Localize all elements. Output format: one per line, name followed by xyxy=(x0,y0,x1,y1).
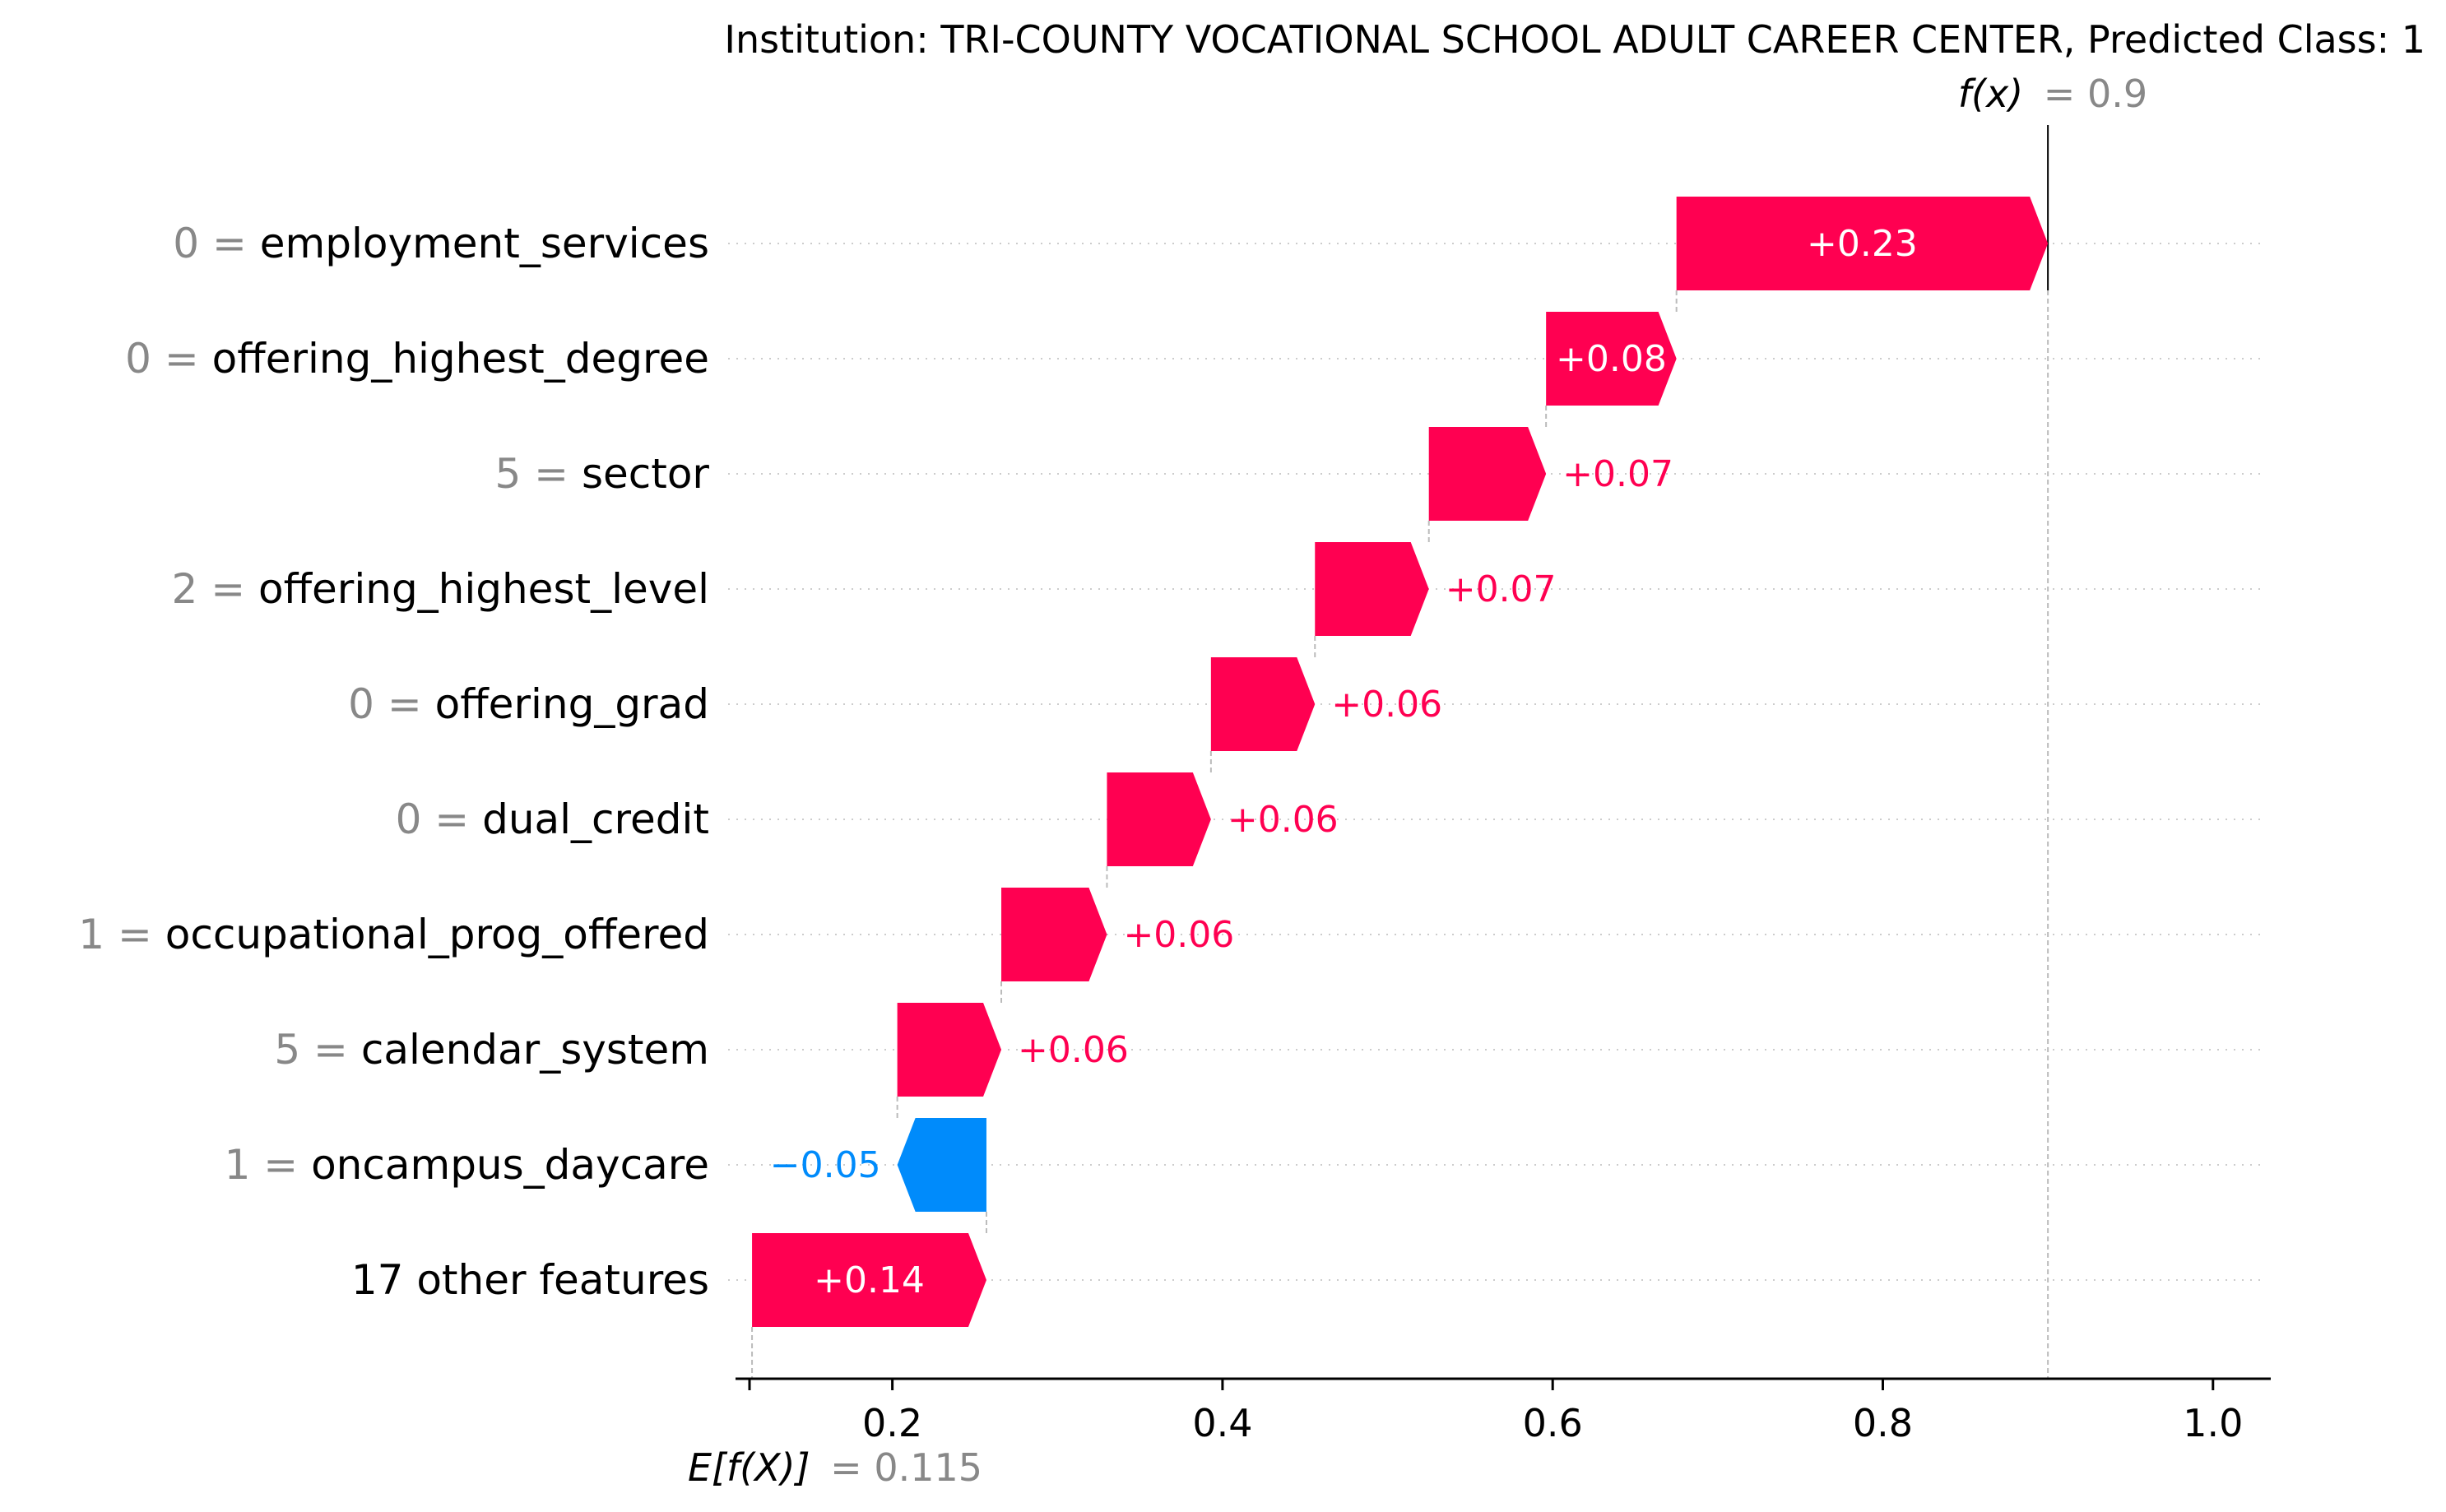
base-annotation: E[f(X)] = 0.115 xyxy=(688,1445,982,1490)
bar-value-label: +0.23 xyxy=(1807,223,1918,265)
bar-value-label: +0.06 xyxy=(1331,684,1442,726)
fx-annotation: f(x) = 0.9 xyxy=(1958,72,2147,116)
feature-name: offering_highest_degree xyxy=(212,335,709,383)
bar-value-label: +0.06 xyxy=(1228,799,1339,841)
fx-label: f(x) xyxy=(1958,72,2023,116)
feature-value: 5 = xyxy=(494,450,582,498)
bar-value-label: +0.08 xyxy=(1556,338,1667,380)
feature-label: 0 = dual_credit xyxy=(396,795,709,843)
positive-bar xyxy=(1107,772,1211,866)
feature-value: 1 = xyxy=(225,1141,312,1189)
feature-value: 2 = xyxy=(172,565,259,613)
feature-name: employment_services xyxy=(260,220,709,267)
feature-value: 1 = xyxy=(78,911,165,958)
feature-label: 0 = offering_highest_degree xyxy=(125,335,709,383)
feature-value: 0 = xyxy=(348,680,435,728)
feature-name: oncampus_daycare xyxy=(311,1141,709,1189)
feature-name: 17 other features xyxy=(351,1256,709,1304)
positive-bar xyxy=(1315,542,1429,636)
bar-value-label: +0.06 xyxy=(1018,1029,1129,1071)
feature-label: 0 = employment_services xyxy=(173,220,709,267)
feature-value: 0 = xyxy=(173,220,260,267)
x-ticks: 0.2 0.4 0.6 0.8 1.0 xyxy=(748,1379,2243,1445)
feature-label: 1 = oncampus_daycare xyxy=(225,1141,709,1189)
feature-value: 0 = xyxy=(396,795,483,843)
feature-value: 0 = xyxy=(125,335,212,383)
bar-value-label: +0.07 xyxy=(1562,453,1673,495)
feature-label: 17 other features xyxy=(351,1256,709,1304)
feature-name: occupational_prog_offered xyxy=(165,911,709,958)
negative-bar xyxy=(897,1118,986,1212)
feature-name: offering_grad xyxy=(435,680,709,728)
feature-name: sector xyxy=(582,450,709,498)
x-tick-label: 0.4 xyxy=(1192,1401,1252,1445)
bar-value-label: +0.07 xyxy=(1446,568,1557,610)
positive-bar xyxy=(1546,312,1677,406)
x-tick-label: 1.0 xyxy=(2183,1401,2243,1445)
positive-bar xyxy=(1676,197,2049,290)
base-label: E[f(X)] xyxy=(688,1445,810,1490)
positive-bar xyxy=(752,1233,986,1327)
bar-value-label: −0.05 xyxy=(770,1144,881,1186)
positive-bar xyxy=(1001,888,1107,981)
feature-value: 5 = xyxy=(274,1026,361,1074)
feature-label: 2 = offering_highest_level xyxy=(172,565,710,613)
positive-bar xyxy=(897,1003,1002,1097)
feature-label: 1 = occupational_prog_offered xyxy=(78,911,709,958)
bar-value-label: +0.06 xyxy=(1123,914,1234,956)
x-tick-label: 0.8 xyxy=(1853,1401,1913,1445)
feature-label: 0 = offering_grad xyxy=(348,680,709,728)
feature-name: calendar_system xyxy=(361,1026,709,1074)
base-value: = 0.115 xyxy=(830,1445,982,1490)
positive-bar xyxy=(1428,427,1547,521)
feature-labels: +0.23 0 = employment_services +0.08 0 = off… xyxy=(78,220,1918,1304)
positive-bar xyxy=(1210,657,1316,751)
x-tick-label: 0.2 xyxy=(862,1401,922,1445)
x-tick-label: 0.6 xyxy=(1523,1401,1583,1445)
feature-label: 5 = sector xyxy=(494,450,709,498)
feature-name: dual_credit xyxy=(482,795,709,843)
chart-title: Institution: TRI-COUNTY VOCATIONAL SCHOO… xyxy=(724,17,2425,62)
x-axis: 0.2 0.4 0.6 0.8 1.0 xyxy=(736,1377,2271,1445)
feature-name: offering_highest_level xyxy=(258,565,709,613)
fx-value: = 0.9 xyxy=(2044,72,2147,116)
bar-value-label: +0.14 xyxy=(814,1259,925,1301)
bars xyxy=(752,197,2049,1327)
connector-lines xyxy=(751,125,2049,1379)
feature-label: 5 = calendar_system xyxy=(274,1026,709,1074)
